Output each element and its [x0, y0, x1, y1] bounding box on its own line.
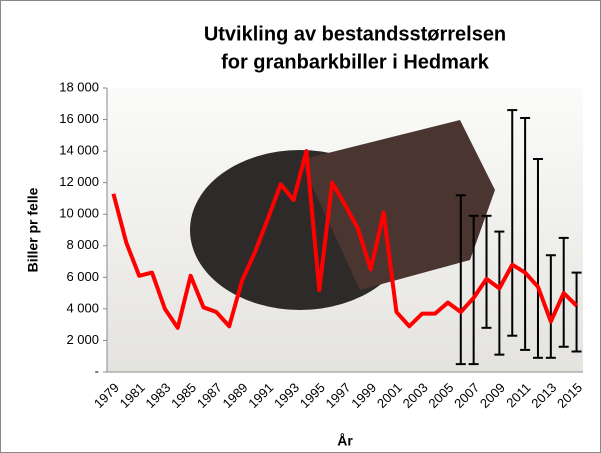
y-tick-label: 12 000 — [59, 174, 99, 189]
y-tick-label: 6 000 — [66, 269, 99, 284]
y-tick-label: - — [95, 363, 99, 378]
error-bar — [481, 214, 492, 329]
y-tick-label: 2 000 — [66, 332, 99, 347]
y-axis-title: Biller pr felle — [25, 187, 41, 272]
beetle-wing — [300, 120, 495, 290]
data-line — [111, 149, 578, 330]
error-bar — [468, 214, 479, 366]
y-tick-label: 14 000 — [59, 143, 99, 158]
error-bar — [532, 158, 543, 359]
error-bar — [545, 254, 556, 359]
error-bar — [571, 271, 582, 353]
y-tick-label: 10 000 — [59, 206, 99, 221]
error-bar — [494, 230, 505, 356]
chart-title: for granbarkbiller i Hedmark — [221, 51, 490, 73]
error-bar — [507, 109, 518, 337]
y-tick-label: 4 000 — [66, 300, 99, 315]
x-axis-title: År — [337, 433, 353, 449]
error-bar — [520, 116, 531, 351]
y-tick-label: 16 000 — [59, 111, 99, 126]
chart-title: Utvikling av bestandsstørrelsen — [204, 23, 506, 45]
y-tick-label: 8 000 — [66, 237, 99, 252]
error-bar — [455, 194, 466, 366]
y-tick-label: 18 000 — [59, 79, 99, 94]
